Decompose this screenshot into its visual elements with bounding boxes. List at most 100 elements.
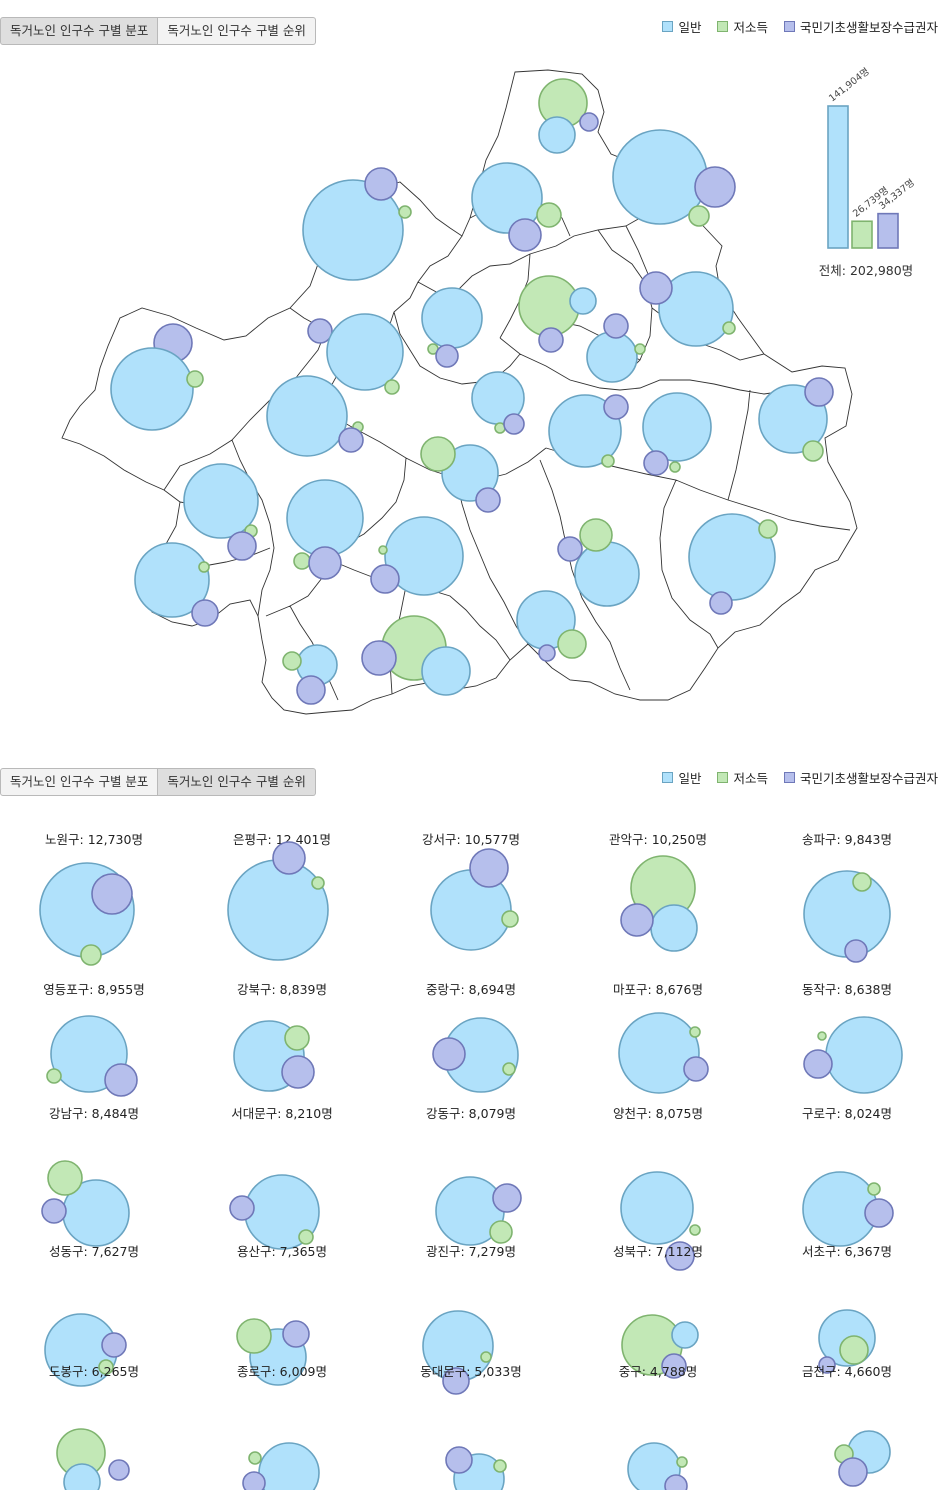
legend-item-general[interactable]: 일반 xyxy=(662,17,701,36)
district-cell[interactable]: 구로구: 8,024명 xyxy=(802,1106,894,1247)
district-bubble-basic-livelihood[interactable] xyxy=(445,1446,473,1474)
map-bubble-basic-livelihood-20[interactable] xyxy=(435,344,459,368)
district-bubble-general[interactable] xyxy=(227,859,329,961)
district-bubble-low-income[interactable] xyxy=(817,1031,827,1041)
map-bubble-general-48[interactable] xyxy=(183,463,259,539)
district-bubble-general[interactable] xyxy=(627,1442,681,1490)
district-cell[interactable]: 노원구: 12,730명 xyxy=(39,832,143,966)
district-cell[interactable]: 동작구: 8,638명 xyxy=(802,982,903,1094)
map-bubble-basic-livelihood-70[interactable] xyxy=(361,640,397,676)
map-bubble-basic-livelihood-25[interactable] xyxy=(603,313,629,339)
district-bubble-general[interactable] xyxy=(63,1463,101,1490)
map-bubble-low-income-26[interactable] xyxy=(634,343,646,355)
district-bubble-basic-livelihood[interactable] xyxy=(229,1195,255,1221)
map-bubble-basic-livelihood-47[interactable] xyxy=(475,487,501,513)
map-bubble-general-13[interactable] xyxy=(569,287,597,315)
district-cell[interactable]: 광진구: 7,279명 xyxy=(422,1244,516,1395)
map-bubble-general-15[interactable] xyxy=(658,271,734,347)
map-bubble-basic-livelihood-62[interactable] xyxy=(709,591,733,615)
map-bubble-basic-livelihood-59[interactable] xyxy=(191,599,219,627)
district-bubble-basic-livelihood[interactable] xyxy=(492,1183,522,1213)
map-bubble-basic-livelihood-16[interactable] xyxy=(639,271,673,305)
map-bubble-basic-livelihood-43[interactable] xyxy=(804,377,834,407)
district-bubble-basic-livelihood[interactable] xyxy=(844,939,868,963)
district-bubble-low-income[interactable] xyxy=(689,1026,701,1038)
map-bubble-low-income-64[interactable] xyxy=(579,518,613,552)
district-bubble-basic-livelihood[interactable] xyxy=(432,1037,466,1071)
map-bubble-low-income-12[interactable] xyxy=(518,275,580,337)
district-cell[interactable]: 강서구: 10,577명 xyxy=(422,832,520,951)
map-bubble-general-63[interactable] xyxy=(574,541,640,607)
map-bubble-low-income-29[interactable] xyxy=(186,370,204,388)
map-bubble-low-income-23[interactable] xyxy=(384,379,400,395)
map-bubble-basic-livelihood-7[interactable] xyxy=(364,167,398,201)
map-bubble-general-54[interactable] xyxy=(384,516,464,596)
district-bubble-general[interactable] xyxy=(825,1016,903,1094)
map-bubble-low-income-41[interactable] xyxy=(669,461,681,473)
map-bubble-basic-livelihood-2[interactable] xyxy=(579,112,599,132)
district-bubble-low-income[interactable] xyxy=(98,1359,114,1375)
district-cell[interactable]: 강동구: 8,079명 xyxy=(426,1106,522,1246)
legend-item-low-income-2[interactable]: 저소득 xyxy=(717,768,768,787)
district-bubble-low-income[interactable] xyxy=(284,1025,310,1051)
district-cell[interactable]: 강북구: 8,839명 xyxy=(233,982,327,1092)
map-bubble-low-income-61[interactable] xyxy=(758,519,778,539)
tab-distribution[interactable]: 독거노인 인구수 구별 분포 xyxy=(0,17,159,45)
map-bubble-general-24[interactable] xyxy=(586,331,638,383)
legend-item-low-income[interactable]: 저소득 xyxy=(717,17,768,36)
tab-ranking-2[interactable]: 독거노인 인구수 구별 순위 xyxy=(158,768,316,796)
district-bubble-general[interactable] xyxy=(671,1321,699,1349)
map-bubble-low-income-17[interactable] xyxy=(722,321,736,335)
district-bubble-low-income[interactable] xyxy=(311,876,325,890)
map-bubble-low-income-46[interactable] xyxy=(420,436,456,472)
district-cell[interactable]: 성북구: 7,112명 xyxy=(613,1244,703,1379)
district-bubble-basic-livelihood[interactable] xyxy=(661,1353,687,1379)
map-bubble-general-1[interactable] xyxy=(538,116,576,154)
district-bubble-low-income[interactable] xyxy=(867,1182,881,1196)
map-bubble-general-18[interactable] xyxy=(421,287,483,349)
district-bubble-low-income[interactable] xyxy=(676,1456,688,1468)
district-bubble-basic-livelihood[interactable] xyxy=(442,1367,470,1395)
map-bubble-low-income-55[interactable] xyxy=(378,545,388,555)
district-cell[interactable]: 은평구: 12,401명 xyxy=(227,832,331,961)
map-bubble-low-income-58[interactable] xyxy=(198,561,210,573)
district-cell[interactable]: 종로구: 6,009명 xyxy=(237,1364,327,1490)
district-cell[interactable]: 용산구: 7,365명 xyxy=(236,1244,327,1386)
map-bubble-basic-livelihood-68[interactable] xyxy=(538,644,556,662)
map-bubble-basic-livelihood-21[interactable] xyxy=(307,318,333,344)
district-cell[interactable]: 서초구: 6,367명 xyxy=(802,1244,892,1374)
district-bubble-basic-livelihood[interactable] xyxy=(683,1056,709,1082)
district-cell[interactable]: 양천구: 8,075명 xyxy=(613,1106,703,1271)
district-bubble-basic-livelihood[interactable] xyxy=(818,1356,836,1374)
legend-item-basic-livelihood[interactable]: 국민기초생활보장수급권자 xyxy=(783,17,938,36)
map-bubble-general-45[interactable] xyxy=(441,444,499,502)
map-bubble-general-36[interactable] xyxy=(548,394,622,468)
map-bubble-general-22[interactable] xyxy=(326,313,404,391)
district-bubble-low-income[interactable] xyxy=(80,944,102,966)
summary-bar-basic-livelihood[interactable] xyxy=(877,212,899,249)
district-cell[interactable]: 영등포구: 8,955명 xyxy=(43,982,145,1097)
map-bubble-low-income-67[interactable] xyxy=(557,629,587,659)
district-bubble-basic-livelihood[interactable] xyxy=(281,1055,315,1089)
tab-distribution-2[interactable]: 독거노인 인구수 구별 분포 xyxy=(0,768,159,796)
district-bubble-basic-livelihood[interactable] xyxy=(664,1474,688,1490)
summary-bar-low-income[interactable] xyxy=(851,220,873,249)
district-bubble-basic-livelihood[interactable] xyxy=(838,1457,868,1487)
map-bubble-basic-livelihood-74[interactable] xyxy=(296,675,326,705)
district-bubble-basic-livelihood[interactable] xyxy=(469,848,509,888)
map-bubble-low-income-52[interactable] xyxy=(293,552,311,570)
map-bubble-low-income-5[interactable] xyxy=(688,205,710,227)
map-bubble-general-30[interactable] xyxy=(266,375,348,457)
district-bubble-general[interactable] xyxy=(620,1171,694,1245)
district-bubble-low-income[interactable] xyxy=(502,1062,516,1076)
district-bubble-basic-livelihood[interactable] xyxy=(282,1320,310,1348)
map-bubble-general-57[interactable] xyxy=(134,542,210,618)
map-bubble-low-income-38[interactable] xyxy=(601,454,615,468)
map-bubble-low-income-44[interactable] xyxy=(802,440,824,462)
map-bubble-general-71[interactable] xyxy=(421,646,471,696)
map-bubble-general-9[interactable] xyxy=(471,162,543,234)
district-bubble-low-income[interactable] xyxy=(489,1220,513,1244)
map-bubble-general-51[interactable] xyxy=(286,479,364,557)
district-cell[interactable]: 서대문구: 8,210명 xyxy=(229,1106,333,1250)
district-bubble-low-income[interactable] xyxy=(852,872,872,892)
